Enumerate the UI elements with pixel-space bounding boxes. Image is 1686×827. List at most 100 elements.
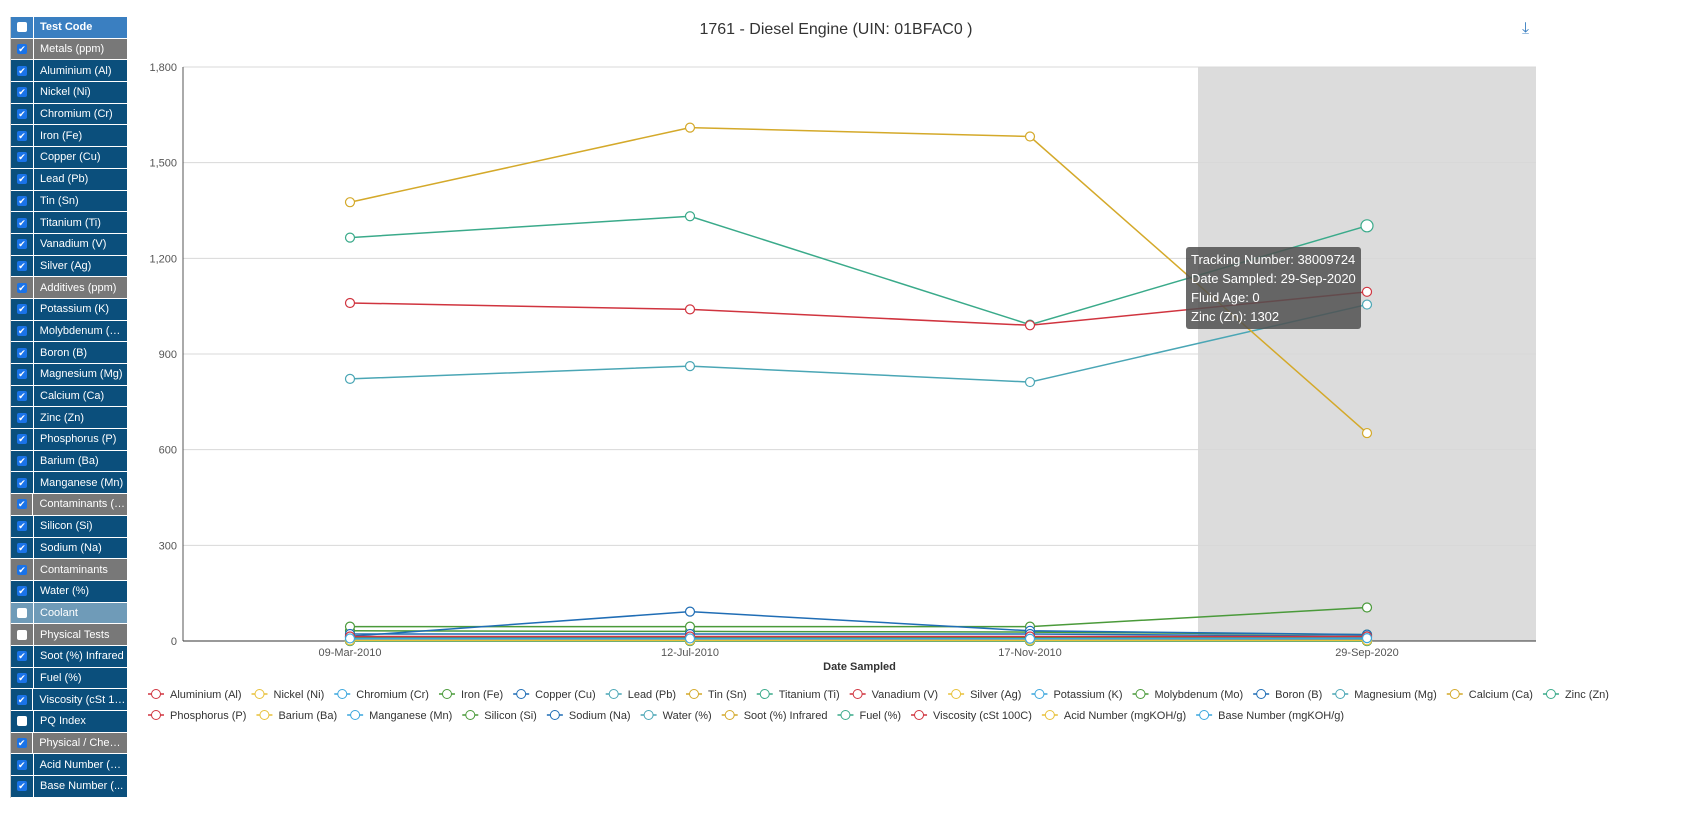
checkbox[interactable]: ✔ [11, 776, 34, 797]
sidebar-item[interactable]: ✔ Physical / Chemi... [11, 732, 127, 755]
sidebar-item[interactable]: ✔ Viscosity (cSt 10... [11, 689, 127, 711]
sidebar-item[interactable]: ✔ Nickel (Ni) [11, 82, 127, 104]
checkbox[interactable] [11, 624, 34, 645]
legend-item[interactable]: Lead (Pb) [628, 689, 676, 701]
sidebar-item[interactable]: ✔ Vanadium (V) [11, 233, 127, 256]
legend-item[interactable]: Sodium (Na) [569, 710, 631, 722]
checkbox[interactable]: ✔ [11, 407, 34, 429]
checkbox[interactable]: ✔ [11, 689, 34, 710]
legend-item[interactable]: Viscosity (cSt 100C) [933, 710, 1032, 722]
sidebar-item[interactable]: ✔ Phosphorus (P) [11, 429, 127, 451]
checkbox[interactable]: ✔ [11, 667, 34, 689]
legend-item[interactable]: Zinc (Zn) [1565, 689, 1609, 701]
checkbox[interactable]: ✔ [11, 732, 34, 754]
checkbox[interactable]: ✔ [11, 559, 34, 580]
checkbox[interactable] [11, 602, 34, 624]
sidebar-item[interactable]: ✔ Chromium (Cr) [11, 103, 127, 126]
legend-item[interactable]: Vanadium (V) [872, 689, 938, 701]
legend-item[interactable]: Iron (Fe) [461, 689, 503, 701]
checkbox[interactable]: ✔ [11, 450, 34, 472]
legend-item[interactable]: Silicon (Si) [484, 710, 537, 722]
legend-item[interactable]: Chromium (Cr) [356, 689, 429, 701]
legend-item[interactable]: Acid Number (mgKOH/g) [1064, 710, 1186, 722]
checkbox[interactable]: ✔ [11, 125, 34, 147]
legend-item[interactable]: Potassium (K) [1053, 689, 1122, 701]
legend-item[interactable]: Copper (Cu) [535, 689, 596, 701]
legend-item[interactable]: Calcium (Ca) [1469, 689, 1533, 701]
sidebar-item[interactable]: ✔ Iron (Fe) [11, 125, 127, 148]
legend-item[interactable]: Base Number (mgKOH/g) [1218, 710, 1344, 722]
sidebar-item[interactable]: ✔ Barium (Ba) [11, 450, 127, 473]
checkbox[interactable]: ✔ [11, 537, 34, 559]
sidebar-item[interactable]: ✔ Magnesium (Mg) [11, 364, 127, 386]
sidebar-item[interactable]: Physical Tests [11, 624, 127, 646]
sidebar-item[interactable]: ✔ Additives (ppm) [11, 277, 127, 299]
checkbox[interactable]: ✔ [11, 190, 34, 212]
legend-item[interactable]: Water (%) [663, 710, 712, 722]
sidebar-item[interactable]: ✔ Molybdenum (Mo) [11, 320, 127, 343]
legend-item[interactable]: Tin (Sn) [708, 689, 747, 701]
sidebar-item[interactable]: ✔ Potassium (K) [11, 298, 127, 321]
checkbox[interactable]: ✔ [11, 38, 34, 60]
checkbox[interactable]: ✔ [11, 580, 34, 602]
legend-item[interactable]: Nickel (Ni) [274, 689, 325, 701]
legend-item[interactable]: Manganese (Mn) [369, 710, 452, 722]
checkbox[interactable]: ✔ [11, 645, 34, 667]
select-all-checkbox[interactable] [11, 17, 34, 38]
checkbox[interactable]: ✔ [11, 212, 34, 233]
checkbox[interactable]: ✔ [11, 298, 34, 320]
sidebar-item[interactable]: ✔ Silicon (Si) [11, 515, 127, 538]
sidebar-item[interactable]: ✔ Manganese (Mn) [11, 472, 127, 495]
checkbox[interactable]: ✔ [11, 233, 34, 255]
legend-item[interactable]: Aluminium (Al) [170, 689, 242, 701]
sidebar-item[interactable]: ✔ Silver (Ag) [11, 255, 127, 278]
checkbox[interactable] [11, 711, 34, 732]
sidebar-item[interactable]: ✔ Zinc (Zn) [11, 407, 127, 430]
sidebar-item[interactable]: ✔ Contaminants [11, 559, 127, 581]
checkbox[interactable]: ✔ [11, 385, 34, 407]
checkbox[interactable]: ✔ [11, 277, 34, 298]
data-point [684, 211, 696, 222]
sidebar-item[interactable]: ✔ Water (%) [11, 580, 127, 603]
checkbox[interactable]: ✔ [11, 515, 34, 537]
checkbox[interactable]: ✔ [11, 320, 34, 342]
sidebar-item[interactable]: ✔ Copper (Cu) [11, 147, 127, 169]
checkbox[interactable]: ✔ [11, 472, 34, 494]
sidebar-item[interactable]: ✔ Tin (Sn) [11, 190, 127, 213]
sidebar-item[interactable]: ✔ Fuel (%) [11, 667, 127, 690]
legend-item[interactable]: Silver (Ag) [970, 689, 1021, 701]
checkbox[interactable]: ✔ [11, 103, 34, 125]
legend-item[interactable]: Boron (B) [1275, 689, 1322, 701]
sidebar-item[interactable]: ✔ Base Number (... [11, 776, 127, 798]
legend-item[interactable]: Molybdenum (Mo) [1155, 689, 1244, 701]
checkbox[interactable]: ✔ [11, 168, 34, 190]
sidebar-item[interactable]: Coolant [11, 602, 127, 625]
checkbox[interactable]: ✔ [11, 754, 34, 776]
download-icon[interactable]: ⤓ [1522, 20, 1530, 37]
checkbox[interactable]: ✔ [11, 147, 34, 168]
sidebar-item[interactable]: ✔ Lead (Pb) [11, 168, 127, 191]
checkbox[interactable]: ✔ [11, 255, 34, 277]
checkbox[interactable]: ✔ [11, 342, 34, 363]
legend-item[interactable]: Magnesium (Mg) [1354, 689, 1437, 701]
sidebar-item[interactable]: PQ Index [11, 711, 127, 733]
sidebar-item[interactable]: ✔ Boron (B) [11, 342, 127, 364]
legend-item[interactable]: Titanium (Ti) [779, 689, 840, 701]
legend-item[interactable]: Phosphorus (P) [170, 710, 246, 722]
checkbox[interactable]: ✔ [11, 364, 34, 385]
sidebar-item[interactable]: ✔ Acid Number (m... [11, 754, 127, 777]
legend-item[interactable]: Soot (%) Infrared [744, 710, 828, 722]
legend-item[interactable]: Barium (Ba) [278, 710, 337, 722]
checkbox[interactable]: ✔ [11, 60, 34, 82]
checkbox[interactable]: ✔ [11, 82, 34, 103]
sidebar-item[interactable]: ✔ Calcium (Ca) [11, 385, 127, 408]
sidebar-item[interactable]: ✔ Contaminants (p... [11, 494, 127, 516]
sidebar-item[interactable]: ✔ Sodium (Na) [11, 537, 127, 560]
sidebar-item[interactable]: ✔ Aluminium (Al) [11, 60, 127, 83]
checkbox[interactable]: ✔ [11, 494, 34, 515]
legend-item[interactable]: Fuel (%) [859, 710, 901, 722]
checkbox[interactable]: ✔ [11, 429, 34, 450]
sidebar-item[interactable]: ✔ Soot (%) Infrared [11, 645, 127, 668]
sidebar-item[interactable]: ✔ Metals (ppm) [11, 38, 127, 61]
sidebar-item[interactable]: ✔ Titanium (Ti) [11, 212, 127, 234]
